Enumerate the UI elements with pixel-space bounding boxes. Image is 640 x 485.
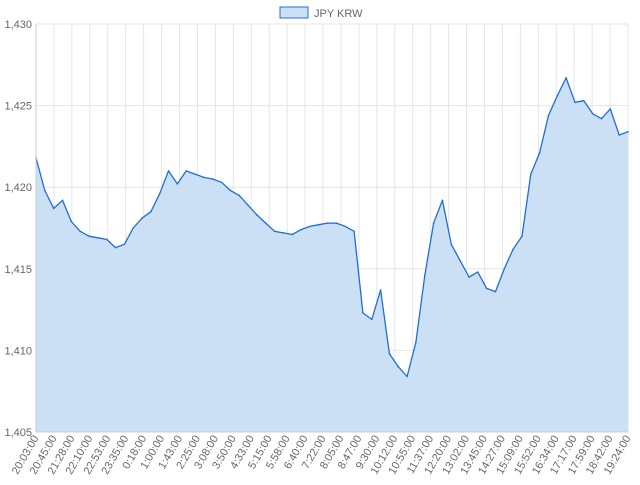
data-point [291, 233, 294, 236]
data-point [114, 246, 117, 249]
y-tick-label: 1,410 [4, 345, 32, 357]
data-point [52, 207, 55, 210]
data-point [132, 227, 134, 229]
data-point [609, 108, 612, 110]
data-point [476, 271, 479, 273]
data-point [344, 225, 347, 228]
data-point [379, 289, 382, 291]
series-fill [36, 77, 628, 433]
data-point [521, 235, 523, 237]
data-point [123, 243, 126, 246]
data-point [618, 134, 620, 136]
data-point [220, 181, 223, 184]
data-point [203, 176, 205, 179]
data-point [88, 235, 90, 237]
data-point [273, 230, 276, 233]
data-point [194, 173, 196, 175]
data-point [530, 173, 532, 175]
data-point [158, 192, 161, 195]
data-point [326, 222, 329, 224]
legend[interactable]: JPY KRW [279, 6, 363, 20]
data-point [353, 230, 355, 233]
y-tick-label: 1,420 [4, 182, 32, 194]
y-tick-label: 1,425 [4, 101, 32, 113]
data-point [79, 230, 81, 233]
data-point [468, 276, 470, 278]
data-point [211, 178, 214, 180]
data-point [238, 194, 241, 197]
data-point [591, 112, 594, 115]
data-point [229, 189, 232, 192]
data-point [370, 318, 373, 321]
data-point [167, 170, 170, 172]
data-point [309, 225, 311, 228]
data-point [61, 199, 64, 202]
legend-swatch[interactable] [279, 6, 309, 19]
data-point [388, 352, 391, 355]
data-point [300, 228, 302, 231]
data-point [282, 232, 285, 234]
data-point [565, 77, 567, 79]
data-point [423, 274, 426, 277]
data-point [247, 204, 249, 206]
data-point [176, 183, 179, 185]
y-tick-label: 1,415 [4, 264, 32, 276]
data-point [97, 236, 99, 239]
data-point [538, 152, 541, 154]
data-point [556, 95, 559, 97]
data-point [70, 220, 73, 223]
series-line [35, 77, 629, 378]
data-point [512, 248, 514, 251]
data-point [264, 222, 267, 224]
data-point [441, 199, 444, 202]
data-point [459, 259, 461, 262]
data-point [44, 189, 46, 192]
data-point [406, 375, 408, 378]
data-point [574, 101, 576, 104]
y-tick-label: 1,405 [4, 427, 32, 439]
y-tick-label: 1,430 [4, 19, 32, 31]
data-point [335, 222, 338, 224]
data-point [485, 287, 488, 290]
data-point [317, 223, 320, 226]
data-point [256, 214, 258, 216]
data-point [547, 114, 550, 117]
data-point [185, 170, 188, 172]
data-point [432, 222, 435, 224]
data-point [450, 243, 453, 246]
data-point [627, 130, 629, 133]
data-point [494, 290, 497, 293]
data-point [150, 210, 152, 213]
data-point [141, 217, 143, 220]
data-point [583, 99, 585, 102]
data-point [503, 268, 506, 270]
data-point [397, 365, 400, 368]
legend-label[interactable]: JPY KRW [314, 8, 363, 20]
data-point [105, 238, 108, 241]
data-point [415, 341, 417, 344]
data-point [362, 312, 364, 314]
series-area [35, 77, 629, 433]
data-point [600, 117, 603, 120]
